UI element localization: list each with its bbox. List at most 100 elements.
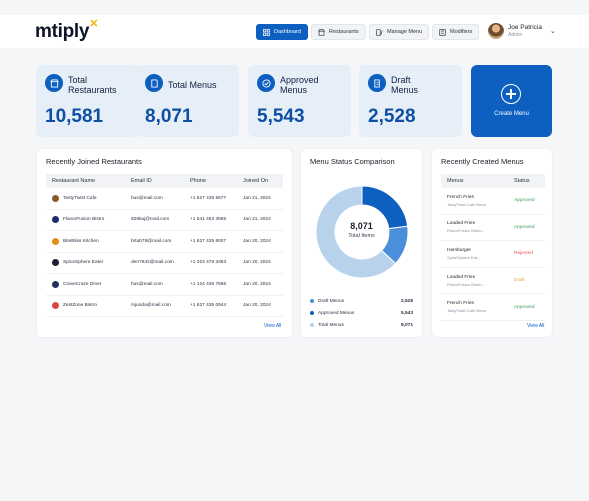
- restaurant-joined-date: Jan 20, 2024: [243, 260, 271, 266]
- nav-dashboard-button[interactable]: Dashboard: [256, 24, 308, 40]
- document-icon: [145, 74, 163, 92]
- top-bar: mtiply ✕ Dashboard Restaurants Manage Men…: [0, 15, 589, 48]
- plus-circle-icon: [501, 84, 521, 104]
- column-header: Status: [514, 178, 530, 184]
- stat-card-draft-menus: Draft Menus 2,528: [359, 65, 462, 137]
- restaurant-logo-icon: [52, 237, 59, 245]
- status-badge: Approved: [514, 304, 535, 310]
- nav-manage-menu-button[interactable]: Manage Menu: [369, 24, 430, 40]
- column-header: Joined On: [243, 178, 269, 184]
- view-all-menus-link[interactable]: View All: [527, 323, 545, 329]
- stat-label: Total Restaurants: [68, 75, 117, 95]
- legend-label: Approved Menus: [318, 310, 355, 316]
- menu-restaurant: TastyTwist Cafe Menu: [447, 308, 487, 314]
- draft-icon: [368, 74, 386, 92]
- status-badge: Approved: [514, 224, 535, 230]
- menu-restaurant: FlavorFusion Bistro...: [447, 228, 485, 234]
- nav-manage-menu-label: Manage Menu: [387, 29, 423, 35]
- user-role: Admin: [508, 32, 523, 38]
- view-all-restaurants-link[interactable]: View All: [264, 323, 282, 329]
- menus-table: Menus Status French Fries TastyTwist Cafe…: [441, 174, 545, 321]
- stat-card-approved-menus: Approved Menus 5,543: [248, 65, 351, 137]
- table-row[interactable]: SpiceSphere Eater den7832@mail.com +1 323 …: [46, 253, 283, 274]
- nav-dashboard-label: Dashboard: [274, 29, 301, 35]
- chart-legend: Draft Menus 2,528 Approved Menus 5,543 Tot…: [310, 295, 413, 331]
- restaurant-joined-date: Jan 20, 2024: [243, 281, 271, 287]
- column-header: Menus: [447, 178, 464, 184]
- nav-modifiers-label: Modifiers: [450, 29, 473, 35]
- restaurant-name: FlavorFusion Bistro: [63, 217, 105, 223]
- restaurant-email: hus@mail.com: [131, 195, 163, 201]
- donut-slice-remaining[interactable]: [315, 185, 397, 279]
- table-row[interactable]: ZestZone Bistro mjunda@mail.com +1 627 435…: [46, 296, 283, 317]
- restaurant-joined-date: Jan 20, 2024: [243, 303, 271, 309]
- store-icon: [45, 74, 63, 92]
- nav-restaurants-button[interactable]: Restaurants: [311, 24, 366, 40]
- column-header: Phone: [190, 178, 206, 184]
- menu-name: Loaded Fries: [447, 274, 475, 280]
- legend-value: 2,528: [400, 298, 413, 304]
- menu-name: French Fries: [447, 194, 474, 200]
- restaurant-email: mjunda@mail.com: [131, 303, 171, 309]
- stat-card-total-menus: Total Menus 8,071: [136, 65, 239, 137]
- restaurant-joined-date: Jan 20, 2024: [243, 238, 271, 244]
- restaurant-email: brtub78@mail.com: [131, 238, 172, 244]
- restaurant-email: den7832@mail.com: [131, 260, 174, 266]
- restaurant-phone: +1 124 435 7666: [190, 281, 227, 287]
- restaurant-phone: +1 323 478 3363: [190, 260, 227, 266]
- nav-modifiers-button[interactable]: Modifiers: [432, 24, 480, 40]
- table-header: Menus Status: [441, 174, 545, 188]
- list-item[interactable]: Loaded Fries FlavorFusion Bistro... Draft: [441, 268, 545, 295]
- table-row[interactable]: TastyTwist Cafe hus@mail.com +1 627 435 56…: [46, 188, 283, 210]
- menu-status-card: Menu Status Comparison 8,071 Total Items…: [300, 148, 423, 338]
- stat-label: Total Menus: [168, 80, 217, 90]
- brand-logo[interactable]: mtiply ✕: [35, 18, 99, 42]
- donut-center-value: 8,071: [350, 221, 373, 231]
- restaurant-name: ZestZone Bistro: [63, 303, 97, 309]
- table-row[interactable]: CraveCraze Diner hus@mail.com +1 124 435 7…: [46, 274, 283, 296]
- menu-name: Loaded Fries: [447, 221, 475, 227]
- grid-icon: [263, 28, 270, 36]
- restaurant-logo-icon: [52, 194, 59, 202]
- stat-label: Draft Menus: [391, 75, 419, 95]
- column-header: Email ID: [131, 178, 152, 184]
- stat-value: 8,071: [145, 106, 193, 127]
- restaurant-logo-icon: [52, 280, 59, 288]
- restaurant-name: TastyTwist Cafe: [63, 195, 97, 201]
- list-item[interactable]: French Fries TastyTwist Cafe Menu Approved: [441, 188, 545, 215]
- restaurant-logo-icon: [52, 259, 59, 267]
- status-badge: Rejected: [514, 251, 533, 257]
- status-badge: Draft: [514, 278, 525, 284]
- edit-icon: [376, 28, 383, 36]
- legend-value: 8,071: [400, 322, 413, 328]
- restaurant-phone: +1 627 435 8007: [190, 238, 227, 244]
- menu-status-donut-chart: [315, 185, 409, 279]
- status-badge: Approved: [514, 198, 535, 204]
- legend-label: Total Menus: [318, 322, 344, 328]
- nav-restaurants-label: Restaurants: [329, 29, 359, 35]
- table-row[interactable]: BiteBliss Kitchen brtub78@mail.com +1 627 …: [46, 231, 283, 253]
- restaurant-phone: +1 541 453 3565: [190, 217, 227, 223]
- list-item[interactable]: Hamburger SpiceSphere Eat... Rejected: [441, 241, 545, 268]
- stat-value: 10,581: [45, 106, 104, 127]
- restaurants-table: Restaurant Name Email ID Phone Joined On…: [46, 174, 283, 317]
- chevron-down-icon[interactable]: ⌄: [549, 28, 556, 35]
- user-menu[interactable]: Joe Patricia Admin ⌄: [488, 23, 556, 39]
- card-title: Menu Status Comparison: [310, 157, 395, 166]
- store-icon: [318, 28, 325, 36]
- list-item[interactable]: Loaded Fries FlavorFusion Bistro... Approv…: [441, 215, 545, 242]
- restaurant-logo-icon: [52, 302, 59, 310]
- donut-center: 8,071 Total Items: [301, 221, 422, 239]
- restaurant-joined-date: Jan 21, 2024: [243, 195, 271, 201]
- table-row[interactable]: FlavorFusion Bistro 928kaj@mail.com +1 541…: [46, 210, 283, 231]
- restaurant-logo-icon: [52, 216, 59, 224]
- avatar: [488, 23, 504, 39]
- restaurant-email: 928kaj@mail.com: [131, 217, 170, 223]
- user-name: Joe Patricia: [508, 24, 542, 31]
- list-item[interactable]: French Fries TastyTwist Cafe Menu Approved: [441, 294, 545, 321]
- card-title: Recently Created Menus: [441, 157, 524, 166]
- stat-card-total-restaurants: Total Restaurants 10,581: [36, 65, 139, 137]
- create-menu-button[interactable]: Create Menu: [471, 65, 552, 137]
- legend-item: Draft Menus 2,528: [310, 295, 413, 307]
- menu-restaurant: TastyTwist Cafe Menu: [447, 201, 487, 207]
